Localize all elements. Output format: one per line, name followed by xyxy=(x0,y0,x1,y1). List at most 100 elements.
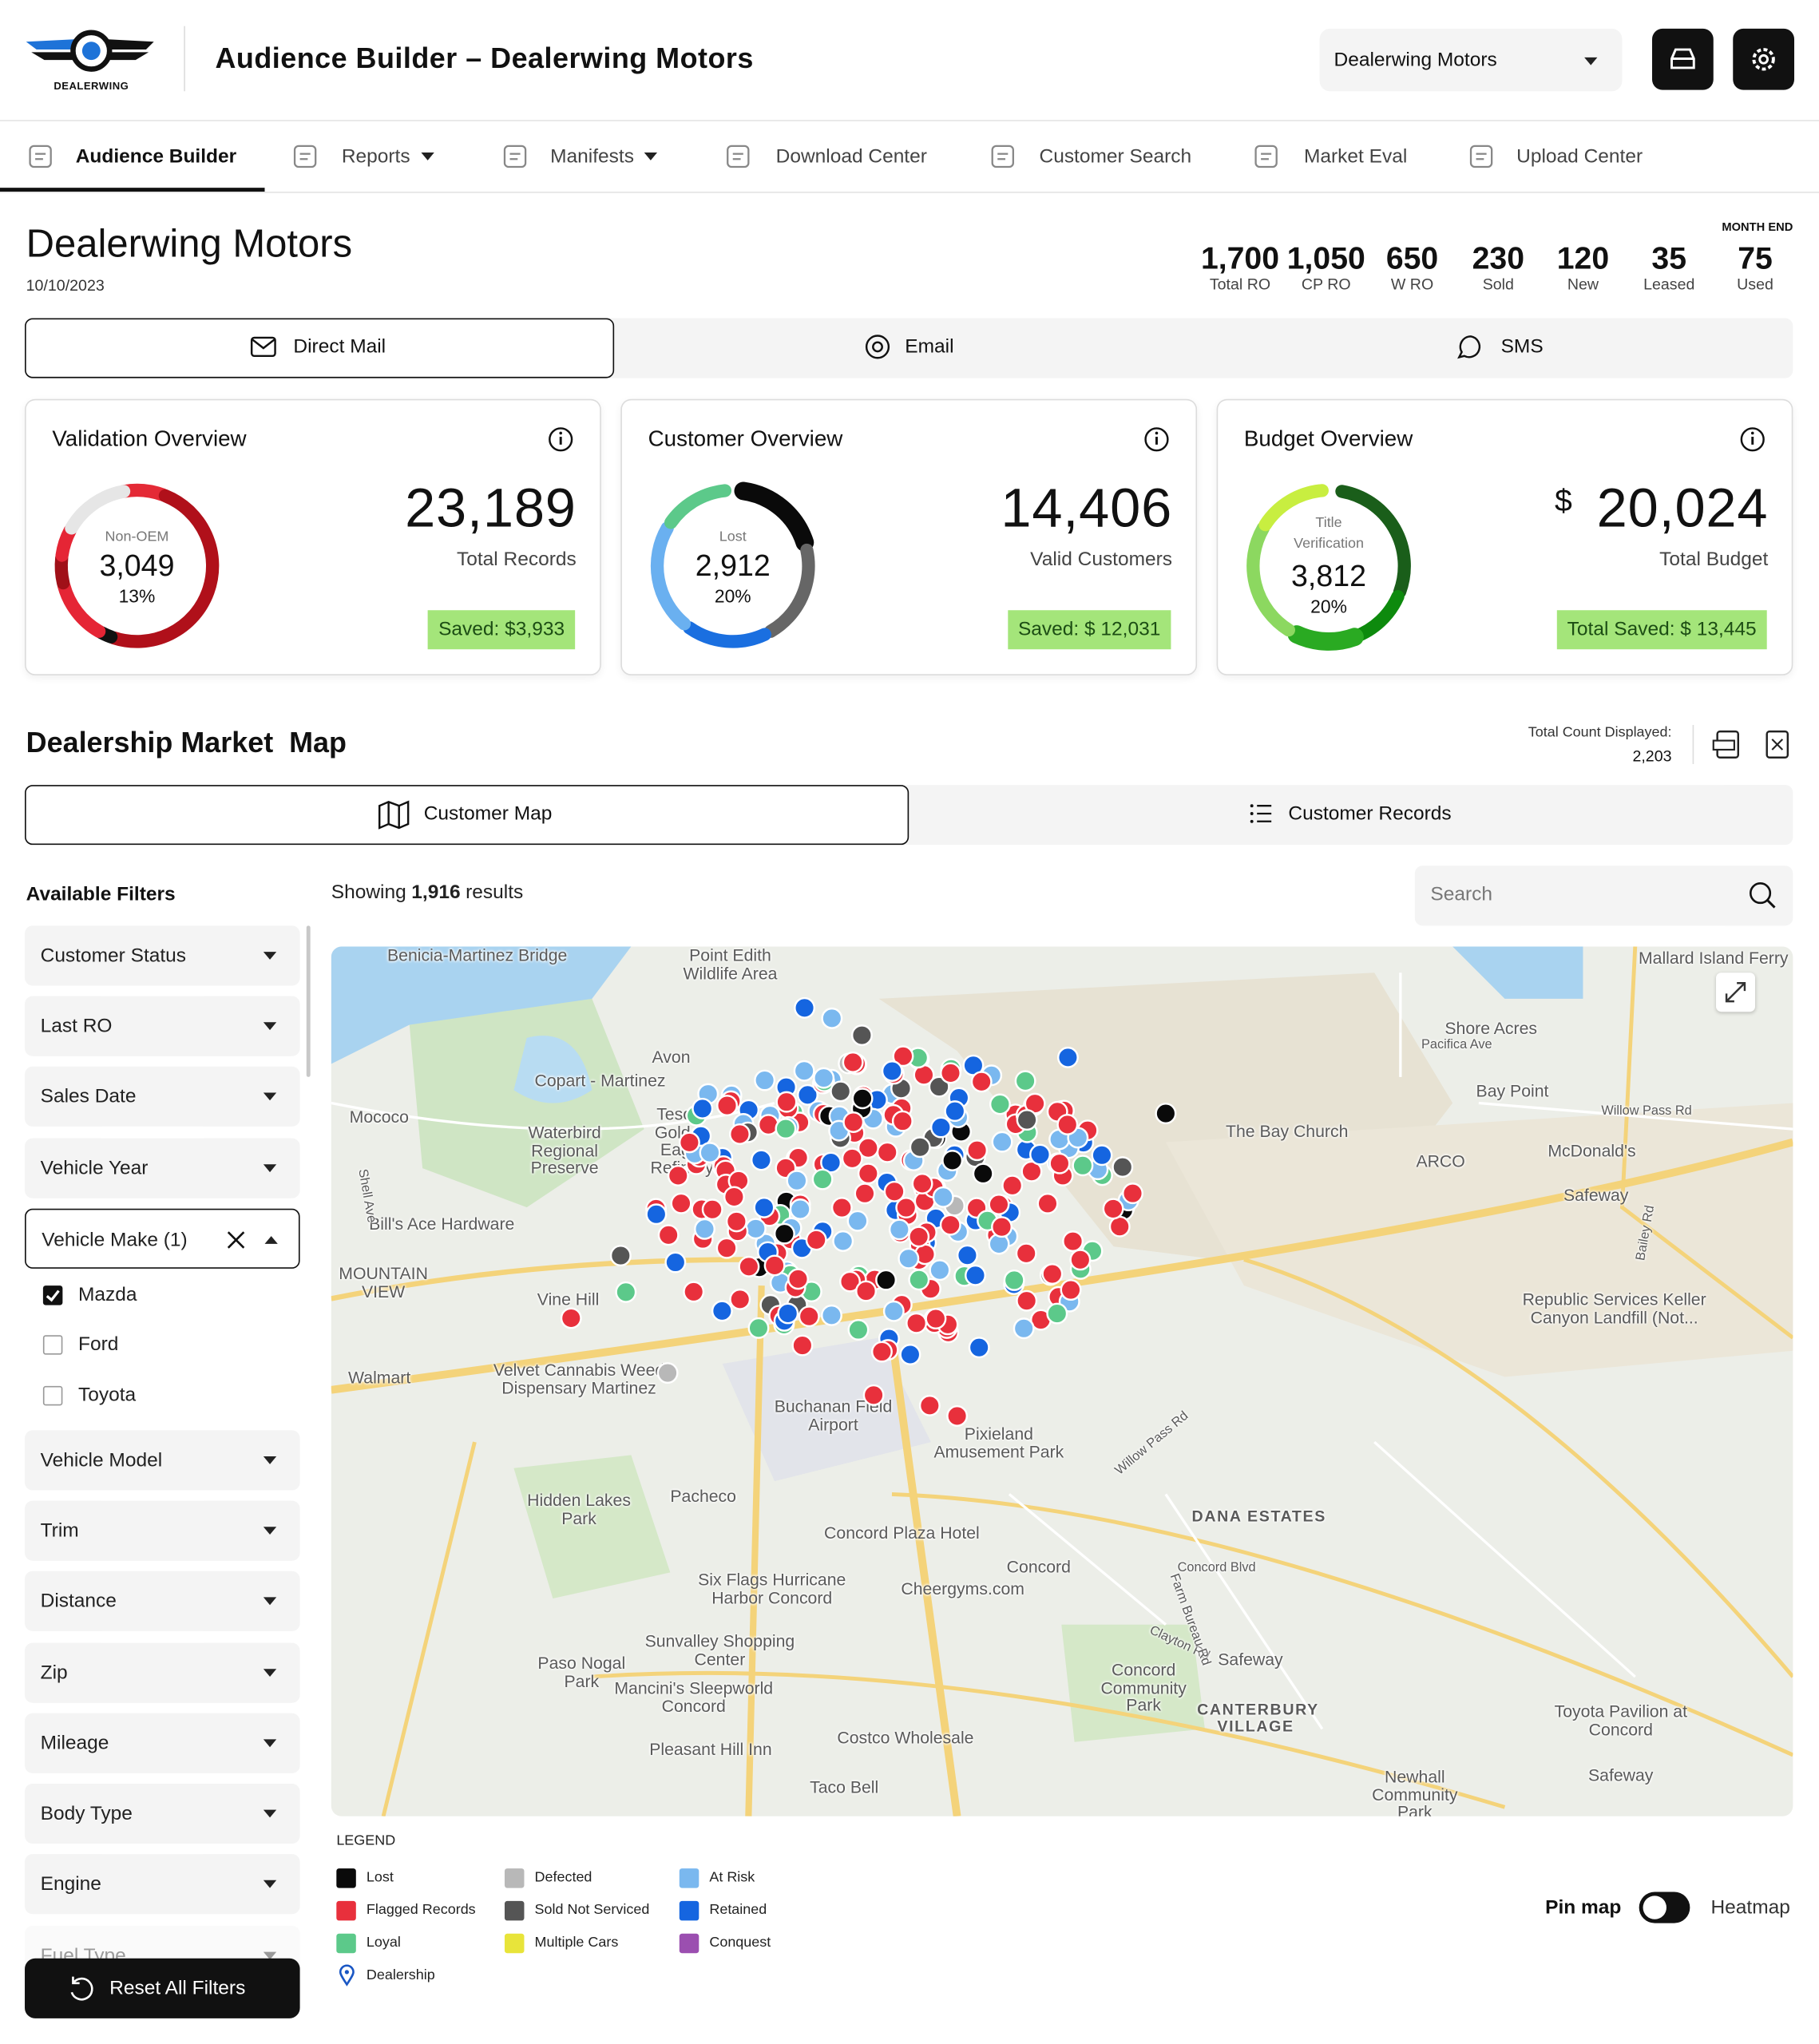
donut-percent: 20% xyxy=(714,585,751,607)
search-box[interactable]: Search xyxy=(1414,866,1793,926)
saved-badge: Saved: $ 12,031 xyxy=(1007,610,1171,650)
filter-label[interactable]: Customer Status xyxy=(40,945,187,967)
customer-pin xyxy=(1108,1215,1131,1238)
filter-dropdown[interactable]: Customer Status xyxy=(25,925,300,986)
make-option[interactable]: Ford xyxy=(77,1333,119,1356)
customer-pin xyxy=(883,1180,906,1202)
filter-label[interactable]: Distance xyxy=(40,1590,117,1613)
caret-icon xyxy=(263,1164,277,1173)
filter-label[interactable]: Sales Date xyxy=(40,1085,137,1108)
customer-pin xyxy=(787,1268,809,1290)
make-checkbox[interactable] xyxy=(42,1334,63,1354)
nav-item[interactable]: Reports xyxy=(341,145,410,168)
logo-wing xyxy=(31,52,78,61)
toggle-label[interactable]: Pin map xyxy=(1545,1896,1622,1919)
settings-button[interactable] xyxy=(1733,28,1795,90)
customer-pin xyxy=(841,1147,863,1170)
map-background xyxy=(331,946,1793,1816)
nav-item[interactable]: Upload Center xyxy=(1516,145,1643,168)
filter-label[interactable]: Vehicle Make (1) xyxy=(42,1229,188,1251)
caret xyxy=(263,952,277,960)
donut-segment xyxy=(734,481,814,552)
filter-label[interactable]: Vehicle Year xyxy=(40,1157,149,1180)
customer-pin xyxy=(1056,1113,1079,1135)
channel-icon xyxy=(250,336,276,358)
make-checkbox[interactable] xyxy=(42,1385,63,1405)
map-tab[interactable]: Customer Map xyxy=(423,802,553,825)
chat-icon xyxy=(1457,335,1481,359)
channel-tab[interactable]: Direct Mail xyxy=(293,335,386,358)
customer-pin xyxy=(970,1071,993,1093)
filter-dropdown[interactable]: Last RO xyxy=(25,996,300,1056)
filter-dropdown[interactable]: Zip xyxy=(25,1642,300,1703)
legend-swatch xyxy=(679,1932,699,1953)
nav-item[interactable]: Manifests xyxy=(550,145,634,168)
filter-dropdown[interactable]: Vehicle Year xyxy=(25,1138,300,1198)
filter-label[interactable]: Mileage xyxy=(40,1732,109,1755)
filter-dropdown[interactable]: Body Type xyxy=(25,1783,300,1844)
caret xyxy=(263,1092,277,1101)
car-button[interactable] xyxy=(1652,28,1714,90)
reset-text[interactable]: Reset All Filters xyxy=(109,1977,246,2000)
map-label: Shore Acres xyxy=(1444,1018,1538,1038)
map-label: The Bay Church xyxy=(1226,1121,1349,1141)
clear-icon xyxy=(227,1231,245,1249)
results-summary: Showing 1,916 results xyxy=(331,881,529,904)
map-road xyxy=(592,1670,1506,1809)
map-label: Bill's Ace Hardware xyxy=(369,1214,515,1234)
toggle-label[interactable]: Heatmap xyxy=(1710,1896,1790,1919)
dealer-select[interactable]: Dealerwing Motors xyxy=(1319,28,1623,92)
map-label: Velvet Cannabis Weed Dispensary Martinez xyxy=(493,1360,665,1397)
filter-dropdown[interactable]: Vehicle Make (1) xyxy=(25,1208,300,1269)
make-checkbox[interactable] xyxy=(42,1285,63,1305)
filter-dropdown[interactable]: Engine xyxy=(25,1854,300,1915)
nav-item[interactable]: Audience Builder xyxy=(75,145,237,168)
legend-swatch xyxy=(679,1868,699,1888)
customer-pin xyxy=(805,1229,827,1251)
map-road xyxy=(381,1441,477,1816)
donut-label: Non-OEM xyxy=(105,529,169,545)
caret-icon xyxy=(644,153,658,160)
gear-shape xyxy=(1758,53,1769,65)
customer-pin xyxy=(773,1222,795,1245)
reset-button[interactable]: Reset All Filters xyxy=(25,1958,300,2018)
filter-label[interactable]: Last RO xyxy=(40,1015,113,1038)
map-label: Walmart xyxy=(348,1368,411,1388)
filter-label[interactable]: Trim xyxy=(40,1519,79,1543)
filter-dropdown[interactable]: Trim xyxy=(25,1500,300,1561)
customer-pin xyxy=(813,1067,835,1089)
channel-tab[interactable]: SMS xyxy=(1500,335,1544,358)
make-option[interactable]: Mazda xyxy=(77,1283,137,1306)
filter-label[interactable]: Zip xyxy=(40,1662,68,1685)
map-road xyxy=(1243,1258,1793,1678)
map-label: Pacifica Ave xyxy=(1421,1037,1492,1052)
make-option[interactable]: Toyota xyxy=(77,1384,137,1407)
map-label: Six Flags Hurricane Harbor Concord xyxy=(698,1570,846,1607)
logo-wing xyxy=(26,38,78,50)
filter-label[interactable]: Vehicle Model xyxy=(40,1449,163,1472)
caret xyxy=(263,1880,277,1888)
icon-shape xyxy=(293,145,317,168)
filter-label[interactable]: Engine xyxy=(40,1872,101,1895)
legend-pin-dot xyxy=(344,1970,349,1975)
filter-dropdown[interactable]: Sales Date xyxy=(25,1066,300,1127)
filter-dropdown[interactable]: Vehicle Model xyxy=(25,1430,300,1491)
caret-icon xyxy=(421,153,434,160)
filter-dropdown[interactable]: Mileage xyxy=(25,1713,300,1773)
map-label: Waterbird Regional Preserve xyxy=(528,1123,601,1178)
nav-item[interactable]: Download Center xyxy=(775,145,927,168)
map-label: Buchanan Field Airport xyxy=(774,1396,893,1434)
channel-tab[interactable]: Email xyxy=(905,335,954,358)
expand-button[interactable] xyxy=(1716,972,1756,1012)
filter-dropdown[interactable]: Distance xyxy=(25,1571,300,1631)
nav-item[interactable]: Market Eval xyxy=(1304,145,1408,168)
dealer-select-text[interactable]: Dealerwing Motors xyxy=(1334,49,1497,71)
filter-label[interactable]: Body Type xyxy=(40,1802,133,1825)
nav-item[interactable]: Customer Search xyxy=(1039,145,1192,168)
customer-pin xyxy=(775,1118,797,1140)
check-mark xyxy=(46,1289,60,1301)
search-placeholder[interactable]: Search xyxy=(1430,883,1493,906)
view-toggle[interactable] xyxy=(1639,1891,1690,1923)
map-tab[interactable]: Customer Records xyxy=(1288,802,1452,825)
map-airport xyxy=(722,1337,931,1482)
